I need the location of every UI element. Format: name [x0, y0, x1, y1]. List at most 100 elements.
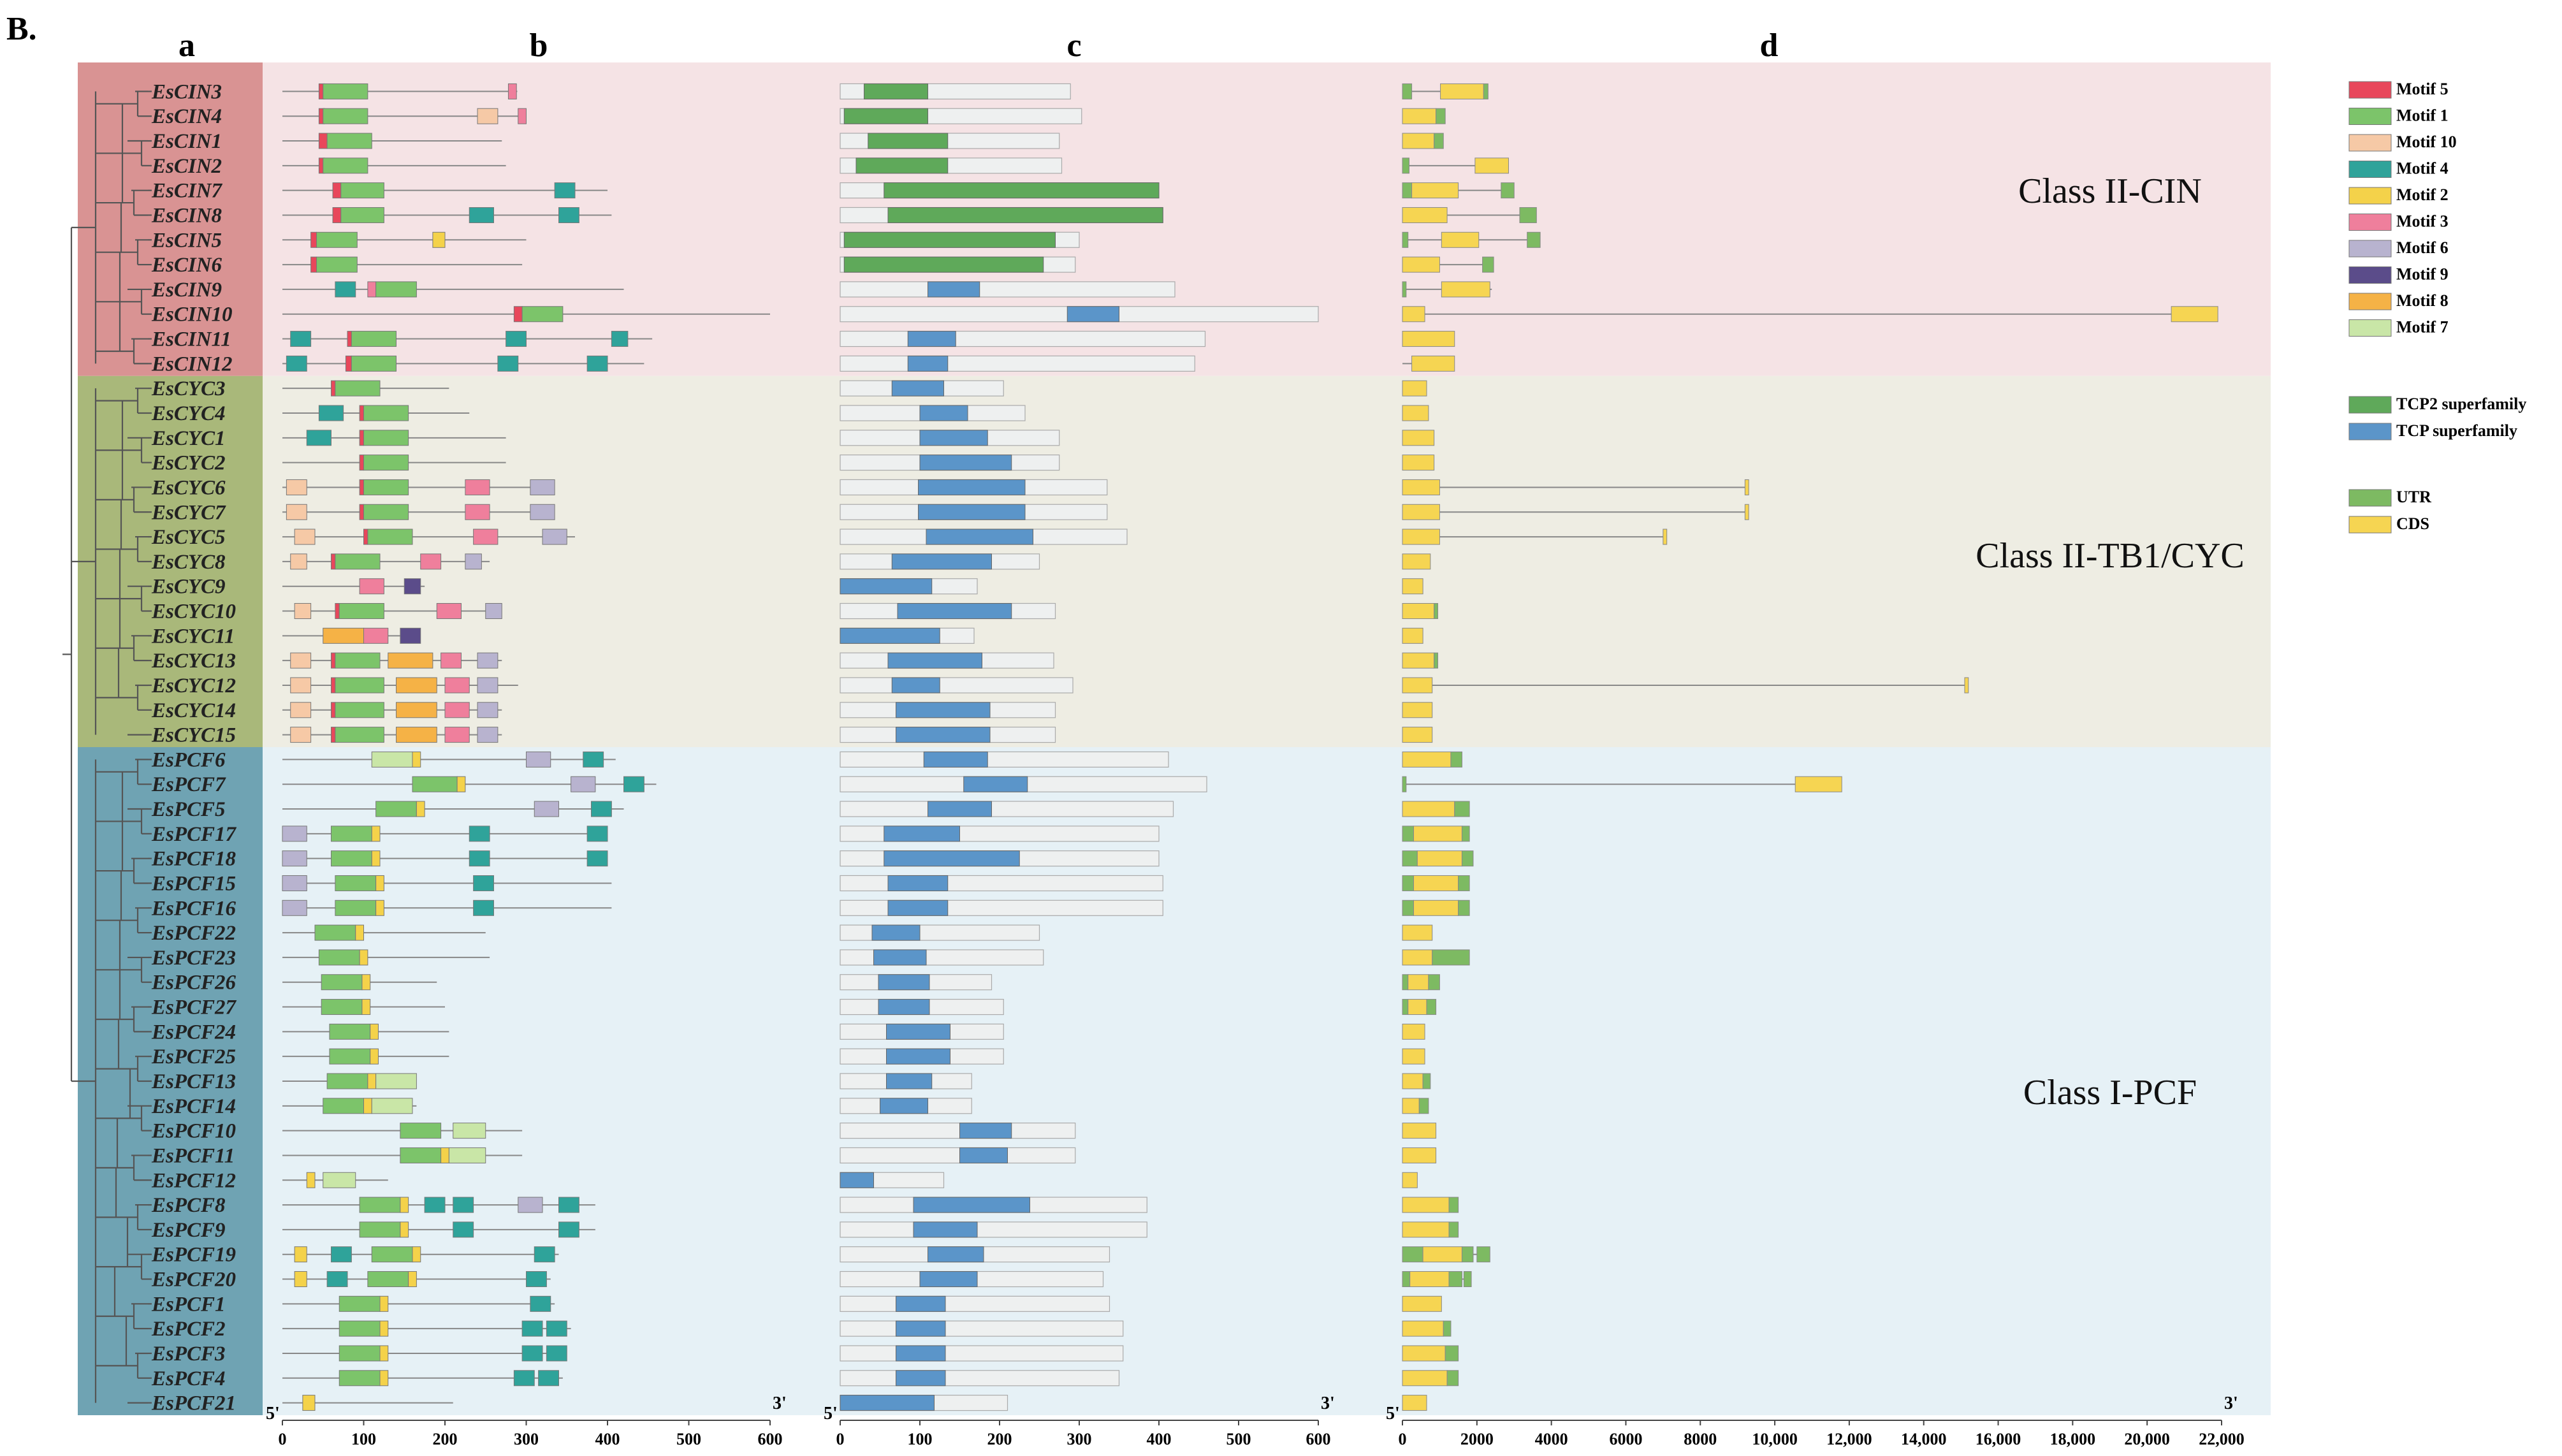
legend-label-motif-6: Motif 6 [2396, 238, 2449, 257]
motif-2-box [400, 1197, 409, 1213]
motif-1-box [371, 1246, 413, 1263]
cds-box [1402, 603, 1435, 620]
tcp-domain-box [928, 1246, 984, 1263]
cds-box [1408, 999, 1427, 1016]
motif-4-box [473, 875, 494, 891]
motif-6-box [530, 504, 555, 520]
motif-1-box [367, 1271, 409, 1288]
legend-label-cds: CDS [2396, 514, 2429, 533]
motif-6-box [477, 652, 499, 669]
gene-name: EsPCF14 [151, 1095, 236, 1118]
utr-box [1402, 157, 1410, 174]
gene-row: EsPCF15 [151, 872, 1470, 895]
legend: Motif 5 Motif 1 Motif 10 Motif 4 Motif 2 Moti… [2348, 80, 2526, 534]
motif-1-box [335, 677, 384, 694]
tcp-domain-box [919, 1271, 978, 1288]
motif-1-box [400, 1147, 442, 1163]
legend-label-motif-4: Motif 4 [2396, 159, 2449, 178]
utr-box [1402, 826, 1415, 842]
motif-4-box [306, 430, 331, 446]
axis-d-tick-label: 12,000 [1826, 1430, 1872, 1448]
cds-box [1413, 826, 1462, 842]
motif-2-box [375, 899, 384, 916]
gene-row: EsPCF4 [151, 1367, 1459, 1390]
motif-5-box [345, 355, 352, 372]
cds-box [1402, 1197, 1450, 1213]
cds-box [1402, 455, 1435, 471]
class-label-2: Class I-PCF [2023, 1073, 2197, 1112]
cds-box [1402, 1370, 1448, 1387]
axis-c-end-label: 3' [1321, 1394, 1335, 1413]
cds-box [1402, 380, 1427, 397]
motif-1-box [326, 1073, 368, 1089]
gene-name: EsPCF23 [151, 947, 236, 970]
utr-box [1461, 850, 1474, 867]
motif-1-box [340, 182, 384, 199]
motif-4-box [554, 182, 576, 199]
motif-2-box [302, 1395, 316, 1411]
motif-10-box [290, 652, 312, 669]
tcp-domain-box [873, 949, 927, 966]
motif-3-box [473, 528, 499, 545]
cds-box [1440, 83, 1484, 99]
motif-5-box [310, 231, 317, 248]
gene-name: EsCYC5 [151, 526, 226, 549]
gene-row: EsCYC15 [151, 724, 1433, 747]
motif-5-box [332, 182, 342, 199]
motif-5-box [331, 380, 336, 397]
gene-row: EsCYC6 [151, 476, 1749, 499]
legend-label-motif-2: Motif 2 [2396, 186, 2449, 204]
protein-outline [840, 949, 1044, 966]
motif-5-box [331, 702, 336, 718]
motif-5-box [331, 677, 336, 694]
motif-2-box [400, 1221, 409, 1238]
axes: 0 100 200 300 400 500 600 5' 3' 0 100 200 300 400 500 6… [266, 1394, 2245, 1448]
cds-box [1402, 405, 1429, 421]
utr-box [1454, 801, 1470, 817]
gene-name: EsCIN4 [151, 105, 222, 128]
gene-name: EsCYC6 [151, 476, 226, 499]
cds-box [1402, 331, 1455, 347]
gene-row: EsCIN7 [151, 180, 1515, 203]
utr-box [1501, 182, 1515, 199]
motif-1-box [321, 974, 363, 991]
gene-name: EsCYC12 [151, 674, 236, 697]
motif-3-box [465, 504, 490, 520]
legend-label-motif-8: Motif 8 [2396, 291, 2449, 310]
motif-4-box [286, 355, 307, 372]
utr-box [1445, 1345, 1459, 1362]
protein-outline [840, 924, 1040, 941]
motif-1-box [338, 603, 384, 620]
motif-3-box [444, 677, 470, 694]
motif-1-box [335, 652, 381, 669]
protein-outline [840, 330, 1206, 347]
motif-1-box [326, 133, 372, 149]
tcp-domain-box [891, 677, 940, 694]
cds-box [1409, 1271, 1450, 1288]
utr-box [1482, 256, 1494, 273]
gene-name: EsPCF10 [151, 1120, 236, 1143]
gene-name: EsPCF25 [151, 1045, 236, 1068]
gene-name: EsCYC11 [151, 625, 235, 648]
gene-name: EsPCF27 [151, 996, 237, 1019]
legend-swatch-cds [2348, 516, 2392, 534]
gene-row: EsCYC2 [151, 452, 1435, 475]
tcp-domain-box [928, 281, 980, 298]
motif-2-box [456, 776, 466, 792]
gene-name: EsPCF12 [151, 1169, 236, 1192]
tcp-domain-box [840, 1172, 874, 1188]
axis-c-tick-label: 600 [1306, 1430, 1331, 1448]
tcp-domain-box [840, 627, 940, 644]
axis-d-tick-label: 8000 [1684, 1430, 1717, 1448]
tcp-domain-box [918, 479, 1026, 495]
axis-b-tick-label: 500 [676, 1430, 701, 1448]
legend-swatch-tcp [2348, 423, 2392, 440]
gene-name: EsCYC3 [151, 377, 226, 400]
cds-box [1402, 553, 1431, 570]
motif-4-box [521, 1320, 543, 1337]
motif-4-box [526, 1271, 547, 1288]
motif-5-box [331, 727, 336, 743]
gene-row: EsCIN8 [151, 204, 1537, 227]
gene-name: EsPCF17 [151, 823, 237, 846]
tcp-domain-box [963, 776, 1028, 792]
